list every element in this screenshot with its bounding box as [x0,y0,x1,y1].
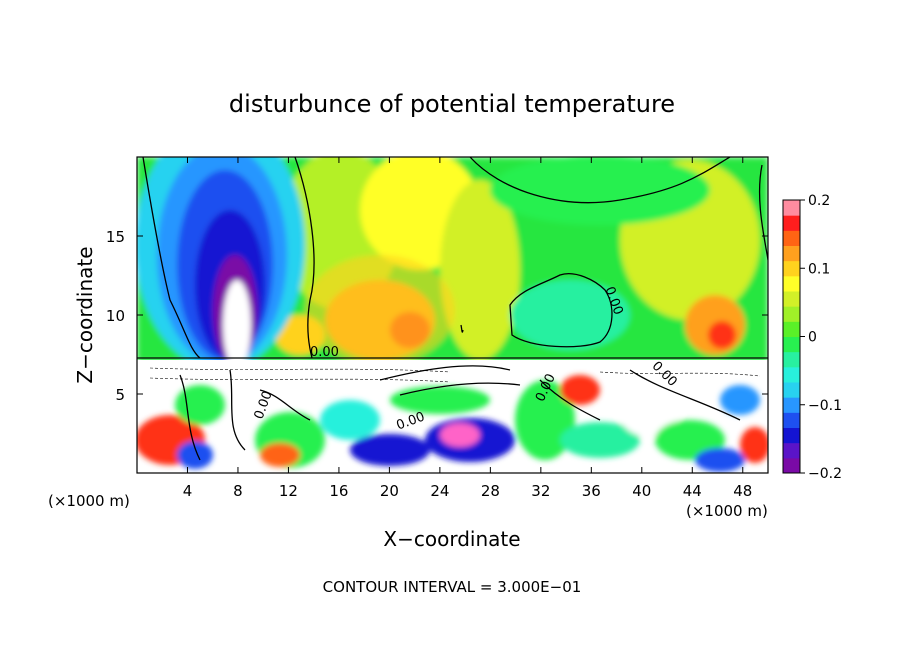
warm-left [275,315,325,355]
x-tick-label: 12 [279,482,298,500]
teal-patch [510,280,630,350]
y-axis-ticks: 5 10 15 [106,228,768,404]
colorbar-swatch [783,200,800,216]
colorbar-swatch [783,427,800,444]
x-unit-left: (×1000 m) [48,492,130,510]
colorbar-tick-label: 0 [808,330,817,346]
x-tick-label: 20 [380,482,399,500]
x-tick-label: 48 [733,482,752,500]
colorbar-swatch [783,291,800,307]
x-axis-ticks: 4 8 12 16 20 24 28 32 36 40 44 48 [183,157,752,500]
colorbar-swatch [783,215,800,231]
colorbar-swatch [783,306,800,322]
colorbar-swatch [783,382,800,398]
y-tick-label: 15 [106,228,125,246]
contour-label: 0.00 [310,345,339,360]
yellow-band-3 [440,180,520,360]
colorbar-swatch [783,351,800,368]
y-axis-title: Z−coordinate [73,246,97,383]
x-tick-label: 16 [329,482,348,500]
colorbar [782,199,801,474]
contour-interval: CONTOUR INTERVAL = 3.000E−01 [323,578,582,596]
chart-title: disturbunce of potential temperature [229,90,675,118]
green-band-1 [490,157,710,225]
colorbar-labels: 0.2 0.1 0 −0.1 −0.2 [800,193,842,482]
colorbar-swatch [783,397,800,413]
colorbar-swatch [783,457,800,474]
colorbar-swatch [783,245,800,262]
x-tick-label: 32 [531,482,550,500]
boundary-layer-patches [137,375,768,472]
y-tick-label: 10 [106,307,125,325]
colorbar-tick-label: 0.2 [808,193,830,209]
x-tick-label: 40 [632,482,651,500]
x-unit-right: (×1000 m) [686,502,768,520]
contour-field [137,157,768,473]
colorbar-swatch [783,412,800,428]
colorbar-swatch [783,275,800,292]
x-tick-label: 36 [582,482,601,500]
colorbar-swatch [783,321,800,337]
colorbar-tick-label: −0.1 [808,398,842,414]
colorbar-swatch [783,442,800,459]
y-tick-label: 5 [115,386,125,404]
colorbar-swatch [783,260,800,277]
x-tick-label: 24 [430,482,449,500]
x-axis-title: X−coordinate [383,527,520,551]
cold-core [223,280,251,370]
x-tick-label: 44 [683,482,702,500]
colorbar-tick-label: 0.1 [808,261,830,277]
colorbar-swatch [783,366,800,383]
contour-lines [137,157,768,461]
colorbar-tick-label: −0.2 [808,466,842,482]
warm-right-core [708,321,736,349]
x-tick-label: 8 [233,482,243,500]
colorbar-swatch [783,336,800,353]
colorbar-swatch [783,230,800,246]
thin-contours [149,367,761,383]
x-tick-label: 4 [183,482,193,500]
warm-yellow-ring [305,255,455,365]
x-tick-label: 28 [481,482,500,500]
